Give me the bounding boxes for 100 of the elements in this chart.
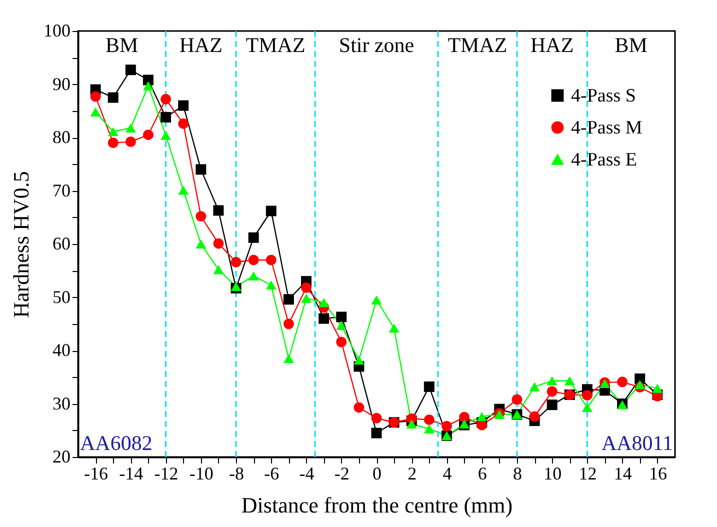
point [125, 64, 136, 76]
point [582, 390, 592, 400]
point [283, 294, 294, 305]
point [529, 382, 540, 392]
point [582, 402, 592, 412]
x-tick-label: -2 [334, 464, 350, 484]
point [424, 381, 434, 392]
point [318, 298, 330, 308]
point [213, 265, 224, 274]
point [142, 81, 154, 90]
point [546, 376, 558, 386]
point [266, 280, 276, 290]
x-tick-label: 4 [442, 464, 452, 484]
y-tick-label: 30 [52, 393, 70, 414]
x-tick-label: -4 [299, 464, 314, 484]
point [108, 127, 118, 136]
y-tick-label: 50 [52, 286, 70, 307]
point [546, 400, 558, 410]
point [142, 130, 154, 140]
x-tick-label: 0 [372, 464, 382, 484]
point [142, 74, 154, 86]
annotation: AA8011 [601, 431, 673, 456]
point [160, 112, 172, 123]
x-tick-label: -8 [229, 464, 244, 484]
y-tick-label: 70 [52, 180, 70, 200]
x-tick-label: 6 [478, 464, 487, 484]
point [336, 320, 347, 330]
point [213, 238, 224, 249]
point [354, 356, 364, 365]
x-tick-label: -14 [119, 464, 144, 484]
point [213, 205, 224, 216]
point [248, 254, 259, 266]
x-tick-label: 14 [614, 464, 632, 484]
annotation: BM [106, 32, 139, 57]
y-axis-title: Hardness HV0.5 [8, 171, 34, 318]
point [108, 138, 118, 148]
point [406, 419, 417, 429]
point [301, 294, 312, 303]
annotation: Stir zone [338, 32, 414, 57]
x-tick-label: -12 [154, 464, 178, 484]
point [283, 354, 294, 364]
point [196, 211, 206, 222]
point [160, 130, 172, 140]
point [546, 386, 558, 397]
point [424, 414, 434, 425]
y-tick-label: 100 [44, 20, 70, 40]
point [371, 295, 382, 304]
point [371, 412, 382, 424]
point [441, 420, 452, 432]
point [108, 92, 118, 103]
point [564, 376, 575, 386]
annotation: AA6082 [80, 431, 152, 456]
legend-label: 4-Pass S [571, 86, 636, 106]
annotation: TMAZ [246, 32, 306, 57]
point [476, 420, 488, 430]
y-tick-label: 20 [52, 446, 70, 466]
point [266, 206, 276, 216]
y-tick-label: 80 [52, 127, 70, 147]
point [283, 318, 294, 330]
point [160, 94, 172, 104]
point [301, 282, 312, 293]
x-tick-label: 2 [408, 464, 417, 484]
annotation: BM [614, 32, 648, 57]
point [178, 186, 189, 195]
point [178, 118, 189, 129]
annotation: TMAZ [448, 32, 508, 57]
point [634, 380, 646, 390]
point [318, 313, 330, 324]
x-tick-label: -16 [84, 464, 108, 484]
point [248, 232, 259, 243]
point [196, 164, 206, 175]
point [248, 271, 259, 280]
x-tick-label: 12 [578, 464, 597, 484]
point [371, 428, 382, 438]
point [354, 402, 364, 413]
point [388, 324, 400, 333]
y-tick-label: 40 [52, 340, 70, 360]
annotation: HAZ [530, 32, 574, 57]
point [617, 376, 628, 388]
point [529, 411, 540, 422]
x-tick-label: -6 [264, 464, 280, 484]
point [90, 107, 101, 116]
point [178, 100, 189, 111]
point [196, 239, 206, 249]
point [424, 424, 434, 434]
point [230, 256, 242, 268]
point [512, 394, 522, 405]
annotation: HAZ [179, 32, 222, 57]
point [90, 91, 101, 102]
legend-label: 4-Pass E [571, 150, 637, 170]
x-tick-label: -10 [189, 464, 214, 484]
point [125, 136, 136, 147]
point [125, 123, 136, 132]
point [476, 412, 488, 422]
point [652, 384, 663, 393]
point [459, 412, 470, 422]
x-tick-label: 10 [544, 464, 562, 484]
point [336, 312, 347, 322]
y-tick-label: 90 [52, 74, 70, 94]
x-tick-label: 8 [512, 464, 522, 484]
